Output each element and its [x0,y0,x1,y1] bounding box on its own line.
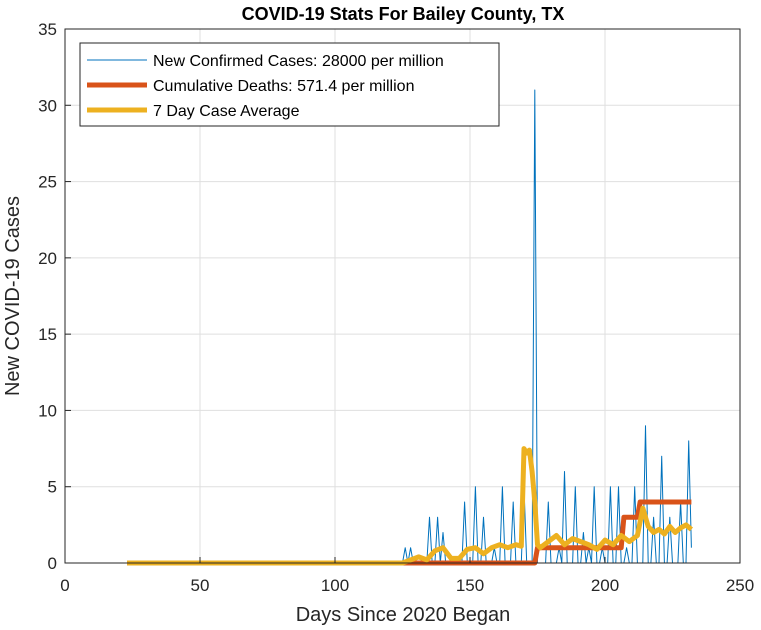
x-tick-label: 0 [60,576,69,595]
plot-area-border [64,28,741,564]
y-tick-label: 15 [38,325,57,344]
y-tick-label: 30 [38,96,57,115]
y-tick-label: 25 [38,173,57,192]
x-tick-label: 50 [191,576,210,595]
y-tick-label: 10 [38,401,57,420]
y-tick-label: 5 [48,478,57,497]
y-axis-label: New COVID-19 Cases [2,196,24,396]
x-axis-ticks: 0 50 100 150 200 250 [60,557,754,595]
x-tick-label: 150 [456,576,484,595]
legend-label-7-day-average: 7 Day Case Average [153,103,300,120]
legend-box [79,42,500,127]
y-tick-label: 0 [48,554,57,573]
x-tick-label: 100 [321,576,349,595]
y-tick-label: 20 [38,249,57,268]
series-7-day-average-line [127,446,694,566]
legend-label-new-cases: New Confirmed Cases: 28000 per million [153,53,444,70]
x-axis-label: Days Since 2020 Began [296,604,511,626]
y-tick-label: 35 [38,20,57,39]
legend-label-cumulative-deaths: Cumulative Deaths: 571.4 per million [153,78,414,95]
chart-title: COVID-19 Stats For Bailey County, TX [242,4,565,24]
x-tick-label: 250 [726,576,754,595]
x-tick-label: 200 [591,576,619,595]
y-axis-ticks: 0 5 10 15 20 25 30 35 [38,20,71,573]
legend: New Confirmed Cases: 28000 per million C… [79,42,500,127]
